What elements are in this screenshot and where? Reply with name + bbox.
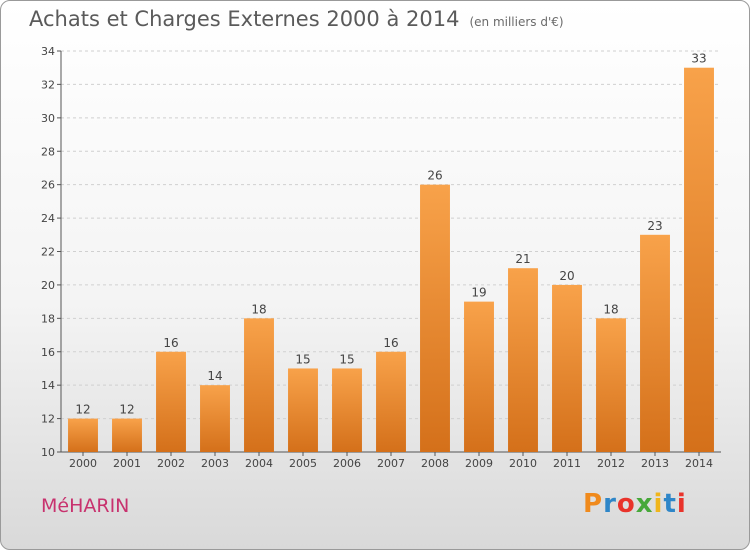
- data-label: 15: [339, 352, 354, 366]
- data-label: 21: [515, 252, 530, 266]
- y-tick-label: 16: [41, 346, 55, 359]
- bar: [200, 385, 230, 452]
- y-tick-label: 30: [41, 112, 55, 125]
- y-tick-label: 14: [41, 379, 55, 392]
- bar: [684, 67, 714, 452]
- x-tick-label: 2001: [113, 457, 141, 470]
- data-label: 16: [383, 336, 398, 350]
- data-label: 26: [427, 169, 442, 183]
- bar: [508, 268, 538, 452]
- y-tick-label: 32: [41, 78, 55, 91]
- x-tick-label: 2009: [465, 457, 493, 470]
- chart-title: Achats et Charges Externes 2000 à 2014 (e…: [29, 7, 564, 31]
- x-tick-label: 2000: [69, 457, 97, 470]
- x-tick-label: 2011: [553, 457, 581, 470]
- x-tick-label: 2005: [289, 457, 317, 470]
- brand-logo: Proxiti: [583, 489, 687, 519]
- y-tick-label: 24: [41, 212, 55, 225]
- x-tick-label: 2013: [641, 457, 669, 470]
- y-tick-label: 20: [41, 279, 55, 292]
- bar: [332, 368, 362, 452]
- x-tick-label: 2003: [201, 457, 229, 470]
- data-label: 12: [119, 403, 134, 417]
- bar: [420, 184, 450, 452]
- y-tick-label: 26: [41, 179, 55, 192]
- x-tick-label: 2007: [377, 457, 405, 470]
- chart-unit: (en milliers d'€): [469, 15, 564, 29]
- y-tick-label: 10: [41, 446, 55, 459]
- data-label: 33: [691, 52, 706, 66]
- data-label: 15: [295, 352, 310, 366]
- bar: [112, 418, 142, 452]
- bar: [640, 234, 670, 452]
- brand-logo-letter: i: [653, 489, 664, 519]
- x-tick-label: 2010: [509, 457, 537, 470]
- brand-logo-letter: x: [635, 489, 654, 519]
- data-label: 14: [207, 369, 222, 383]
- bar: [596, 318, 626, 452]
- bar: [156, 351, 186, 452]
- bar: [552, 284, 582, 452]
- bar: [68, 418, 98, 452]
- data-label: 19: [471, 286, 486, 300]
- y-tick-label: 34: [41, 45, 55, 58]
- x-tick-label: 2014: [685, 457, 713, 470]
- data-label: 18: [603, 302, 618, 316]
- bar: [376, 351, 406, 452]
- data-label: 12: [75, 403, 90, 417]
- data-label: 20: [559, 269, 574, 283]
- y-tick-label: 22: [41, 246, 55, 259]
- x-tick-label: 2004: [245, 457, 273, 470]
- x-tick-label: 2002: [157, 457, 185, 470]
- chart-title-text: Achats et Charges Externes 2000 à 2014: [29, 7, 460, 31]
- brand-logo-letter: t: [663, 489, 677, 519]
- brand-logo-letter: o: [616, 489, 636, 519]
- x-tick-label: 2008: [421, 457, 449, 470]
- y-tick-label: 28: [41, 145, 55, 158]
- bar: [244, 318, 274, 452]
- data-label: 23: [647, 219, 662, 233]
- y-tick-label: 18: [41, 312, 55, 325]
- bar: [464, 301, 494, 452]
- brand-logo-letter: i: [676, 489, 687, 519]
- x-tick-label: 2012: [597, 457, 625, 470]
- bar: [288, 368, 318, 452]
- x-tick-label: 2006: [333, 457, 361, 470]
- axes: 10 12 14 16 18 20 22 24 26 28 30 32 34: [41, 45, 721, 459]
- data-label: 16: [163, 336, 178, 350]
- y-tick-label: 12: [41, 413, 55, 426]
- brand-logo-letter: P: [583, 489, 604, 519]
- location-name: MéHARIN: [41, 495, 130, 517]
- data-label: 18: [251, 302, 266, 316]
- labels: 12 2000 12 2001 16 2002 14 2003 18 2004 15 2005 15 20…: [69, 52, 713, 470]
- bars: [68, 67, 714, 452]
- brand-logo-letter: r: [603, 489, 617, 519]
